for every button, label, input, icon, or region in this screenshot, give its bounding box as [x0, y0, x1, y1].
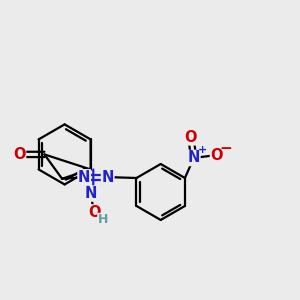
- Text: O: O: [184, 130, 197, 145]
- Text: N: N: [101, 170, 114, 185]
- Text: +: +: [198, 145, 207, 155]
- Text: N: N: [188, 151, 200, 166]
- Text: N: N: [85, 186, 97, 201]
- Text: N: N: [78, 170, 90, 185]
- Text: −: −: [219, 141, 232, 156]
- Text: O: O: [13, 147, 26, 162]
- Text: H: H: [98, 214, 108, 226]
- Text: O: O: [88, 205, 100, 220]
- Text: O: O: [211, 148, 223, 163]
